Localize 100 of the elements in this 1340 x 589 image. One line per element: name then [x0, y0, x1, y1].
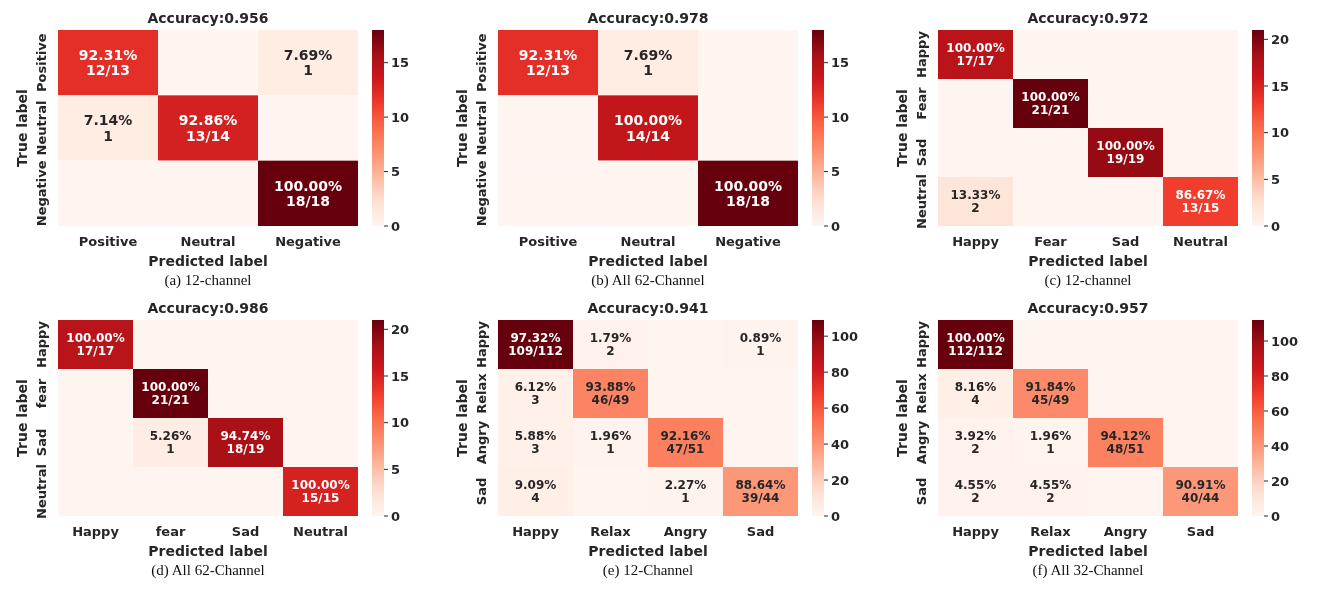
x-tick-label: Angry — [1103, 524, 1148, 539]
data-label: 7.69% 1 — [623, 46, 673, 79]
color-bar-label: 15 — [831, 55, 850, 71]
data-label: 13.33% 2 — [950, 188, 1001, 216]
y-axis-title: True label — [893, 379, 910, 457]
color-bar-label: 10 — [391, 109, 410, 125]
y-axis-title: True label — [893, 89, 910, 167]
y-axis-title: True label — [453, 379, 470, 457]
x-axis-title: Predicted label — [1028, 543, 1148, 559]
y-tick-label: Sad — [914, 138, 929, 167]
chart-title: Accuracy:0.956 — [146, 10, 270, 26]
data-label: 100.00% 18/18 — [713, 177, 783, 209]
text: (e) 12-Channel — [601, 562, 695, 579]
data-label: 100.00% 112/112 — [946, 331, 1005, 359]
x-tick-label: Sad — [231, 524, 260, 539]
color-bar-label: 5 — [1271, 171, 1281, 187]
y-tick-label: Relax — [914, 372, 929, 414]
chart-title: Accuracy:0.972 — [1026, 10, 1150, 26]
chart-title: Accuracy:0.978 — [586, 10, 710, 26]
chart-title: Accuracy:0.986 — [146, 300, 270, 316]
data-label: 0.89% 1 — [739, 331, 782, 359]
data-label: 2.27% 1 — [664, 478, 707, 506]
x-tick-label: Happy — [72, 524, 120, 539]
y-tick-label: Fear — [914, 86, 929, 120]
x-tick-label: Neutral — [293, 524, 348, 539]
color-bar-label: 0 — [831, 508, 841, 524]
color-bar-label: 20 — [1271, 31, 1290, 47]
chart-title: Accuracy:0.957 — [1026, 300, 1150, 316]
data-label: 100.00% 21/21 — [141, 380, 200, 408]
color-bar-label: 10 — [391, 415, 410, 431]
x-tick-label: fear — [155, 524, 186, 539]
x-tick-label: Sad — [746, 524, 775, 539]
color-bar-label: 100 — [1271, 333, 1299, 349]
y-tick-label: Neutral — [474, 100, 489, 156]
x-axis-title: Predicted label — [148, 543, 268, 559]
color-bar-label: 0 — [391, 508, 401, 524]
color-bar-label: 10 — [1271, 125, 1290, 141]
data-label: 3.92% 2 — [954, 429, 997, 457]
x-axis-title: Predicted label — [588, 543, 708, 559]
text: (b) All 62-Channel — [590, 272, 706, 289]
y-axis-title: True label — [13, 89, 30, 167]
x-tick-label: Fear — [1034, 234, 1068, 249]
x-tick-label: Happy — [952, 524, 1000, 539]
data-label: 4.55% 2 — [1029, 478, 1072, 506]
x-axis-title: Predicted label — [1028, 253, 1148, 269]
color-bar-label: 80 — [1271, 368, 1290, 384]
x-axis-title: Predicted label — [588, 253, 708, 269]
color-bar-label: 40 — [1271, 438, 1290, 454]
color-bar-label: 15 — [391, 368, 410, 384]
x-tick-label: Positive — [78, 234, 138, 249]
color-bar-label: 15 — [391, 55, 410, 71]
data-label: 94.74% 18/19 — [220, 429, 271, 457]
x-tick-label: Neutral — [620, 234, 676, 249]
color-bar-label: 60 — [831, 400, 850, 416]
data-label: 91.84% 45/49 — [1025, 380, 1076, 408]
text: (a) 12-channel — [163, 272, 253, 289]
y-tick-label: fear — [34, 378, 49, 409]
color-bar-label: 0 — [1271, 508, 1281, 524]
data-label: 86.67% 13/15 — [1175, 188, 1226, 216]
x-tick-label: Negative — [715, 234, 782, 249]
x-axis-title: Predicted label — [148, 253, 268, 269]
color-bar-label: 20 — [1271, 473, 1290, 489]
color-bar-label: 10 — [831, 109, 850, 125]
data-label: 6.12% 3 — [514, 380, 557, 408]
data-label: 100.00% 15/15 — [291, 478, 350, 506]
data-label: 1.96% 1 — [589, 429, 632, 457]
x-tick-label: Positive — [518, 234, 578, 249]
y-tick-label: Sad — [34, 428, 49, 457]
color-bar-label: 0 — [1271, 218, 1281, 234]
y-axis-title: True label — [13, 379, 30, 457]
x-tick-label: Sad — [1186, 524, 1215, 539]
data-label: 100.00% 14/14 — [613, 112, 683, 144]
y-tick-label: Happy — [474, 320, 489, 368]
data-label: 8.16% 4 — [954, 380, 997, 408]
data-label: 9.09% 4 — [514, 478, 557, 506]
y-tick-label: Neutral — [34, 100, 49, 156]
color-bar-label: 40 — [831, 436, 850, 452]
data-label: 100.00% 19/19 — [1096, 139, 1155, 167]
color-bar-label: 80 — [831, 364, 850, 380]
data-label: 92.86% 13/14 — [178, 112, 238, 144]
y-tick-label: Relax — [474, 372, 489, 414]
data-label: 100.00% 18/18 — [273, 177, 343, 209]
text: (c) 12-channel — [1043, 272, 1133, 289]
data-label: 7.14% 1 — [83, 112, 133, 144]
x-tick-label: Neutral — [180, 234, 236, 249]
y-tick-label: Sad — [474, 477, 489, 506]
data-label: 88.64% 39/44 — [735, 478, 786, 506]
y-tick-label: Angry — [474, 420, 489, 465]
chart-title: Accuracy:0.941 — [586, 300, 710, 316]
data-label: 92.31% 12/13 — [518, 46, 578, 79]
color-bar-label: 5 — [391, 164, 401, 180]
x-tick-label: Relax — [590, 524, 632, 539]
data-label: 94.12% 48/51 — [1100, 429, 1151, 457]
color-bar-label: 15 — [1271, 78, 1290, 94]
data-label: 100.00% 21/21 — [1021, 90, 1080, 118]
data-label: 93.88% 46/49 — [585, 380, 636, 408]
data-label: 92.31% 12/13 — [78, 46, 138, 79]
data-label: 5.88% 3 — [514, 429, 557, 457]
data-label: 1.96% 1 — [1029, 429, 1072, 457]
x-tick-label: Neutral — [1173, 234, 1228, 249]
